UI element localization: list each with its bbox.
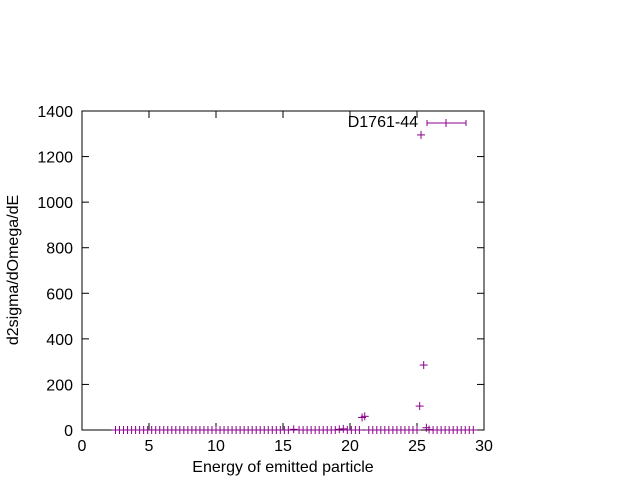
- data-point: [415, 402, 424, 411]
- legend: D1761-44: [348, 114, 467, 131]
- x-tick-label: 10: [207, 438, 225, 455]
- legend-label: D1761-44: [348, 114, 418, 131]
- data-point: [284, 426, 293, 434]
- data-point: [360, 412, 369, 421]
- data-point: [331, 426, 340, 434]
- x-tick-label: 25: [408, 438, 426, 455]
- y-tick-label: 1200: [37, 150, 73, 167]
- data-point: [289, 425, 298, 434]
- data-point: [469, 426, 478, 434]
- data-point: [419, 361, 428, 370]
- y-tick-label: 200: [46, 377, 73, 394]
- legend-marker-sample: [426, 119, 467, 127]
- y-tick-label: 1400: [37, 104, 73, 121]
- data-point: [355, 426, 364, 434]
- plot-frame: [81, 110, 485, 431]
- data-point: [339, 424, 348, 433]
- y-tick-label: 0: [64, 423, 73, 440]
- x-tick-label: 30: [475, 438, 493, 455]
- y-tick-label: 400: [46, 332, 73, 349]
- data-point: [413, 426, 421, 434]
- y-tick-label: 1000: [37, 195, 73, 212]
- y-tick-label: 800: [46, 241, 73, 258]
- y-axis-ticks: 0 200 400 600 800 1000 1200 1400: [37, 104, 484, 440]
- y-tick-label: 600: [46, 286, 73, 303]
- x-tick-label: 15: [274, 438, 292, 455]
- y-axis-label: d2sigma/dOmega/dE: [5, 195, 22, 345]
- x-axis-label: Energy of emitted particle: [192, 459, 374, 476]
- data-point: [417, 130, 426, 139]
- x-tick-label: 0: [78, 438, 87, 455]
- x-tick-label: 20: [341, 438, 359, 455]
- x-tick-label: 5: [145, 438, 154, 455]
- data-points: [111, 130, 478, 434]
- x-axis-ticks: 0 5 10 15 20 25 30: [78, 111, 493, 455]
